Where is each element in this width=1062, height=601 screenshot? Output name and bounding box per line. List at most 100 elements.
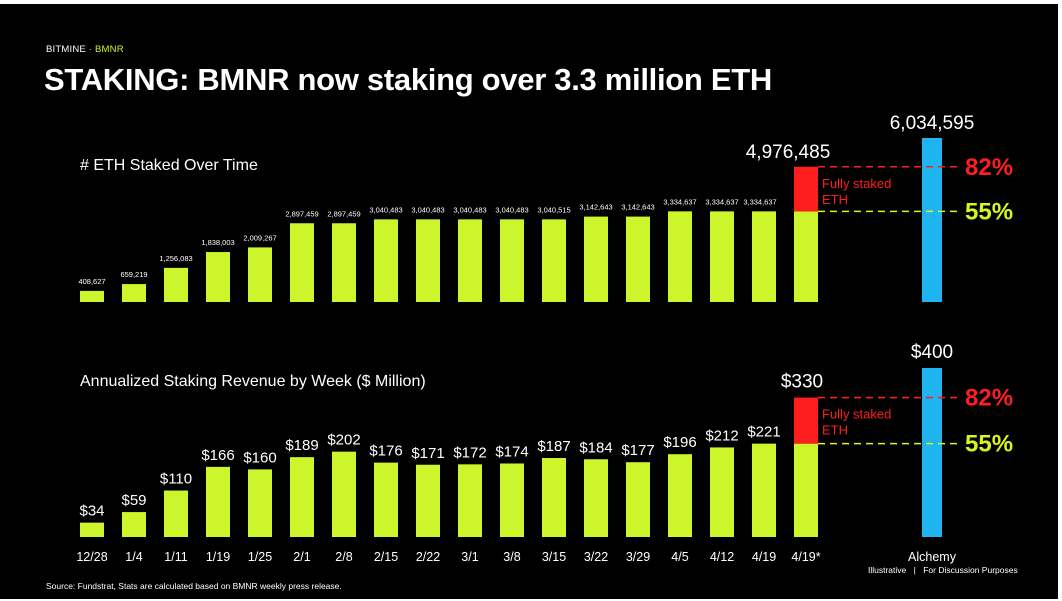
x-tick-label-6: 2/8 xyxy=(335,550,352,564)
value-label-1-2: 1,256,083 xyxy=(159,254,192,263)
chart-title-2: Annualized Staking Revenue by Week ($ Mi… xyxy=(80,373,426,390)
bar-2-12 xyxy=(584,459,608,537)
bar-2-9 xyxy=(458,464,482,537)
x-tick-label-5: 2/1 xyxy=(293,550,310,564)
x-tick-label-12: 3/22 xyxy=(584,550,608,564)
value-label-2-2: $110 xyxy=(160,471,192,488)
bar-2-14 xyxy=(668,454,692,537)
bar-alchemy-2 xyxy=(922,368,942,537)
bar-1-2 xyxy=(164,267,188,302)
x-tick-label-14: 4/5 xyxy=(671,550,688,564)
charts-canvas: # ETH Staked Over Time Fully staked ETH 82%… xyxy=(76,113,1013,564)
value-label-2-3: $166 xyxy=(201,447,234,464)
x-tick-label-4: 1/25 xyxy=(248,550,272,564)
x-tick-label-11: 3/15 xyxy=(542,550,566,564)
value-label-2-5: $189 xyxy=(285,437,318,454)
value-label-2-13: $177 xyxy=(621,442,654,459)
value-label-2-15: $212 xyxy=(705,427,738,444)
source-note: Source: Fundstrat, Stats are calculated … xyxy=(46,581,342,591)
value-label-1-7: 3,040,483 xyxy=(369,205,402,214)
value-label-1-0: 408,627 xyxy=(78,277,105,286)
bar-1-7 xyxy=(374,219,398,302)
bar-2-0 xyxy=(80,522,104,537)
bar-2-10 xyxy=(500,463,524,537)
bar-1-16 xyxy=(752,211,776,302)
value-label-2-9: $172 xyxy=(453,444,486,461)
bar-alchemy-1 xyxy=(922,138,942,302)
bar-1-17 xyxy=(794,211,818,302)
value-label-2-16: $221 xyxy=(747,424,780,441)
bar-1-9 xyxy=(458,219,482,302)
bar-1-0 xyxy=(80,290,104,302)
reference-label-2-0: 82% xyxy=(965,385,1013,412)
disclaimer-separator: | xyxy=(913,565,916,575)
value-label-1-5: 2,897,459 xyxy=(285,209,318,218)
value-label-1-14: 3,334,637 xyxy=(663,197,696,206)
bar-2-15 xyxy=(710,447,734,537)
bar-1-10 xyxy=(500,219,524,302)
bar-1-15 xyxy=(710,211,734,302)
bar-2-3 xyxy=(206,466,230,537)
value-label-2-14: $196 xyxy=(663,434,696,451)
disclaimer: Illustrative | For Discussion Purposes xyxy=(868,565,1018,575)
bar-2-4 xyxy=(248,469,272,537)
value-label-1-12: 3,142,643 xyxy=(579,203,612,212)
bar-2-6 xyxy=(332,451,356,537)
bar-fully-staked-1 xyxy=(794,166,818,212)
brand-name: BITMINE xyxy=(46,44,86,55)
bar-1-13 xyxy=(626,216,650,302)
value-label-2-18: $400 xyxy=(911,342,953,363)
x-tick-label-7: 2/15 xyxy=(374,550,398,564)
value-label-1-4: 2,009,267 xyxy=(243,233,276,242)
value-label-1-1: 659,219 xyxy=(120,270,147,279)
bar-1-1 xyxy=(122,284,146,302)
bar-2-7 xyxy=(374,462,398,537)
x-tick-label-2: 1/11 xyxy=(164,550,187,564)
value-label-1-18: 6,034,595 xyxy=(890,113,975,134)
value-label-1-15: 3,334,637 xyxy=(705,197,738,206)
brand-ticker: BMNR xyxy=(95,44,124,55)
value-label-1-10: 3,040,483 xyxy=(495,205,528,214)
x-tick-label-16: 4/19 xyxy=(752,550,776,564)
reference-label-2-1: 55% xyxy=(965,431,1013,458)
brand-header: BITMINE · BMNR xyxy=(46,44,124,55)
value-label-1-8: 3,040,483 xyxy=(411,205,444,214)
fully-staked-label-1: Fully staked ETH xyxy=(822,176,891,207)
bar-fully-staked-2 xyxy=(794,397,818,444)
value-label-1-17: 4,976,485 xyxy=(746,142,831,163)
bar-2-8 xyxy=(416,464,440,537)
x-tick-label-10: 3/8 xyxy=(503,550,520,564)
bar-1-3 xyxy=(206,252,230,302)
fully-staked-label-2: Fully staked ETH xyxy=(822,407,891,438)
value-label-2-11: $187 xyxy=(537,438,570,455)
value-label-2-7: $176 xyxy=(369,443,402,460)
slide: BITMINE · BMNR STAKING: BMNR now staking… xyxy=(0,4,1058,599)
value-label-1-3: 1,838,003 xyxy=(201,238,234,247)
value-label-2-0: $34 xyxy=(79,503,104,520)
bar-2-2 xyxy=(164,490,188,537)
reference-label-1-1: 55% xyxy=(965,198,1013,225)
value-label-2-1: $59 xyxy=(121,492,146,509)
slide-title: STAKING: BMNR now staking over 3.3 milli… xyxy=(44,62,772,97)
disclaimer-illustrative: Illustrative xyxy=(868,565,907,575)
value-label-1-9: 3,040,483 xyxy=(453,205,486,214)
bar-2-1 xyxy=(122,512,146,537)
value-label-1-6: 2,897,459 xyxy=(327,209,360,218)
bar-2-13 xyxy=(626,462,650,537)
value-label-2-8: $171 xyxy=(411,445,444,462)
value-label-2-10: $174 xyxy=(495,443,528,460)
value-label-1-13: 3,142,643 xyxy=(621,203,654,212)
bar-1-6 xyxy=(332,223,356,302)
x-tick-label-8: 2/22 xyxy=(416,550,440,564)
bar-2-5 xyxy=(290,457,314,537)
bar-1-4 xyxy=(248,247,272,302)
brand-separator: · xyxy=(88,44,93,55)
x-tick-label-15: 4/12 xyxy=(710,550,734,564)
value-label-2-17: $330 xyxy=(781,372,823,393)
x-tick-label-3: 1/19 xyxy=(206,550,230,564)
x-tick-label-13: 3/29 xyxy=(626,550,650,564)
x-tick-label-17: 4/19* xyxy=(791,550,820,564)
bar-1-8 xyxy=(416,219,440,302)
chart-title-1: # ETH Staked Over Time xyxy=(80,157,258,174)
x-tick-label-9: 3/1 xyxy=(461,550,478,564)
